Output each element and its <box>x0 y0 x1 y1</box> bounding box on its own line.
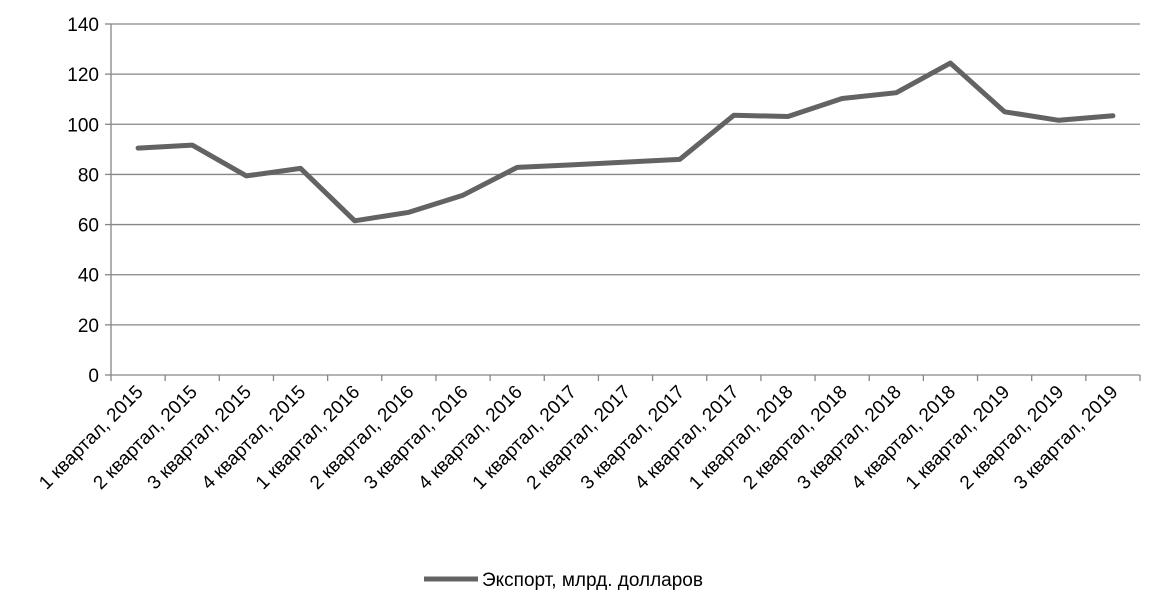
series-group <box>135 60 1116 224</box>
y-tick-label: 20 <box>78 316 99 337</box>
y-axis-tick-labels: 0 20 40 60 80 100 120 140 <box>67 15 99 387</box>
legend: Экспорт, млрд. долларов <box>424 570 703 591</box>
legend-label: Экспорт, млрд. долларов <box>482 570 703 591</box>
x-tick-label: 3 квартал, 2019 <box>1010 382 1122 494</box>
y-tick-label: 0 <box>88 366 99 387</box>
y-tick-label: 100 <box>67 115 99 136</box>
axes <box>105 23 1141 381</box>
y-tick-label: 120 <box>67 65 99 86</box>
y-tick-label: 140 <box>67 15 99 36</box>
gridlines <box>111 23 1140 326</box>
y-tick-label: 40 <box>78 266 99 287</box>
series-line <box>135 60 1116 224</box>
y-tick-label: 60 <box>78 216 99 237</box>
y-tick-label: 80 <box>78 165 99 186</box>
